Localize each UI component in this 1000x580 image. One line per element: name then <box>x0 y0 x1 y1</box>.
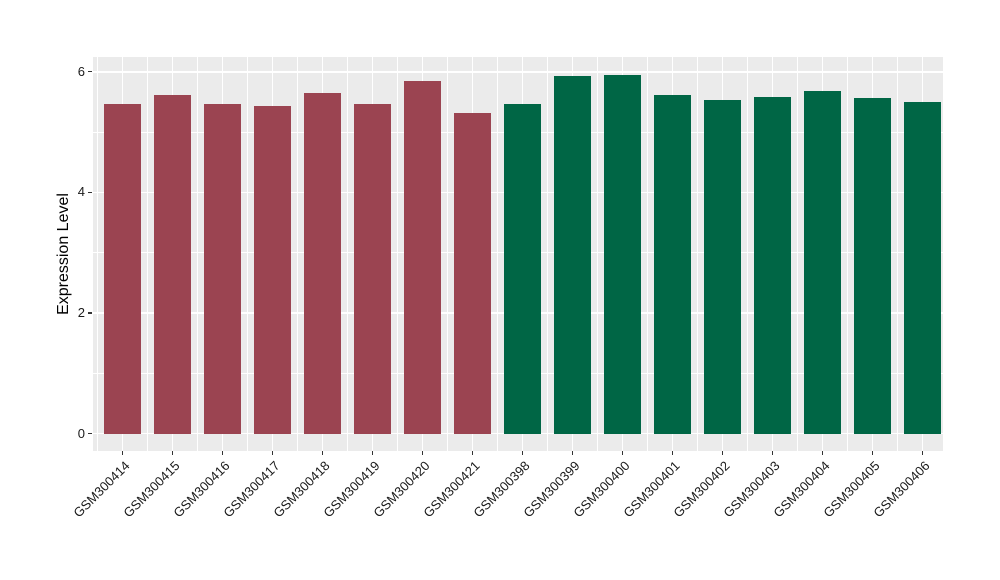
x-tick-mark <box>371 451 373 455</box>
bar <box>753 96 792 434</box>
x-tick-mark <box>871 451 873 455</box>
bar <box>853 97 892 434</box>
minor-gridline-x <box>446 57 448 451</box>
minor-gridline-x <box>896 57 898 451</box>
y-tick-label: 6 <box>77 63 85 79</box>
x-tick-mark <box>921 451 923 455</box>
x-tick-mark <box>121 451 123 455</box>
y-tick-mark <box>88 433 92 435</box>
bar <box>203 103 242 434</box>
y-tick-label: 0 <box>77 425 85 441</box>
x-tick-mark <box>771 451 773 455</box>
x-tick-mark <box>421 451 423 455</box>
x-tick-mark <box>221 451 223 455</box>
y-tick-label: 4 <box>77 184 85 200</box>
bar <box>653 95 692 434</box>
major-gridline-y <box>93 71 943 73</box>
bar <box>403 81 442 434</box>
bar <box>303 92 342 434</box>
minor-gridline-x <box>596 57 598 451</box>
minor-gridline-x <box>746 57 748 451</box>
y-tick-mark <box>88 312 92 314</box>
bar <box>903 101 942 434</box>
x-tick-mark <box>271 451 273 455</box>
y-axis-title: Expression Level <box>55 193 72 315</box>
minor-gridline-x <box>846 57 848 451</box>
minor-gridline-x <box>96 57 98 451</box>
minor-gridline-x <box>296 57 298 451</box>
bar <box>253 106 292 434</box>
minor-gridline-x <box>546 57 548 451</box>
y-tick-mark <box>88 71 92 73</box>
minor-gridline-x <box>796 57 798 451</box>
bar <box>453 112 492 434</box>
major-gridline-y <box>93 432 943 435</box>
y-tick-mark <box>88 191 92 193</box>
x-tick-mark <box>471 451 473 455</box>
bar <box>353 103 392 434</box>
x-tick-mark <box>171 451 173 455</box>
minor-gridline-x <box>496 57 498 451</box>
bar <box>703 100 742 434</box>
x-tick-mark <box>521 451 523 455</box>
bar <box>603 74 642 434</box>
x-tick-mark <box>721 451 723 455</box>
bar <box>803 91 842 434</box>
x-tick-mark <box>321 451 323 455</box>
x-tick-mark <box>821 451 823 455</box>
x-tick-mark <box>571 451 573 455</box>
bar <box>103 103 142 434</box>
bar <box>153 95 192 434</box>
minor-gridline-x <box>396 57 398 451</box>
minor-gridline-x <box>346 57 348 451</box>
bar <box>553 76 592 434</box>
x-tick-mark <box>671 451 673 455</box>
minor-gridline-x <box>146 57 148 451</box>
bar <box>503 104 542 434</box>
minor-gridline-x <box>246 57 248 451</box>
minor-gridline-x <box>196 57 198 451</box>
plot-panel <box>93 57 943 451</box>
minor-gridline-x <box>646 57 648 451</box>
y-tick-label: 2 <box>77 305 85 320</box>
minor-gridline-x <box>696 57 698 451</box>
x-tick-mark <box>621 451 623 455</box>
